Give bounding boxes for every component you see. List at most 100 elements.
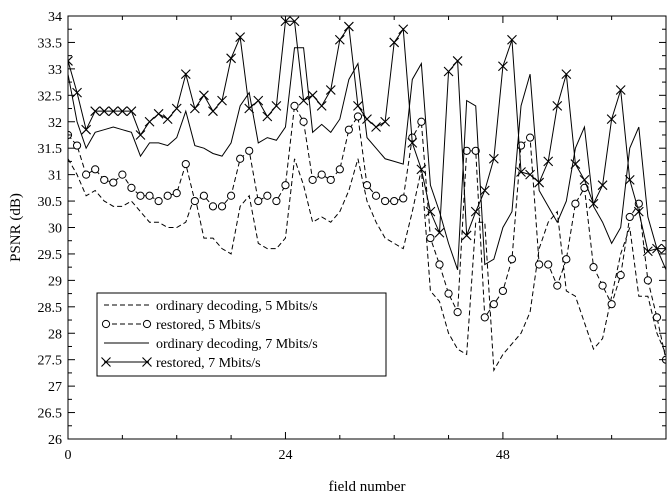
data-point-circle (308, 175, 317, 185)
data-point-x (81, 124, 92, 135)
x-tick-label: 48 (496, 448, 510, 463)
data-point-x (507, 34, 517, 45)
data-point-circle (245, 146, 254, 155)
data-point-x (289, 16, 300, 27)
data-point-circle (625, 212, 634, 222)
y-tick-label: 28.5 (38, 301, 63, 316)
data-point-x (552, 100, 563, 111)
data-point-circle (226, 191, 236, 200)
data-point-circle (353, 112, 363, 121)
data-point-circle (480, 313, 489, 322)
data-point-x (479, 185, 490, 196)
data-point-circle (344, 125, 353, 134)
data-point-circle (507, 255, 517, 264)
data-point-x (561, 69, 572, 80)
data-point-circle (326, 175, 335, 185)
data-point-x (226, 53, 236, 64)
data-point-x (99, 106, 110, 117)
data-point-x (543, 156, 554, 167)
data-point-x (298, 95, 309, 106)
data-point-circle (263, 191, 272, 200)
data-point-circle (399, 194, 408, 203)
data-point-circle (172, 189, 181, 198)
y-tick-label: 33.5 (38, 36, 63, 51)
data-point-x (90, 106, 101, 117)
data-point-x (425, 206, 436, 217)
data-point-circle (281, 181, 290, 190)
y-tick-label: 29 (48, 274, 62, 289)
y-axis-label: PSNR (dB) (8, 193, 24, 262)
y-tick-label: 27 (48, 380, 62, 395)
data-point-circle (236, 154, 245, 163)
data-point-circle (181, 159, 190, 169)
data-point-circle (535, 260, 544, 269)
data-point-circle (462, 146, 471, 155)
x-tick-label: 24 (278, 448, 292, 463)
data-point-circle (453, 308, 462, 317)
data-point-circle (254, 196, 263, 206)
data-point-x (389, 37, 400, 48)
data-point-x (208, 106, 218, 117)
data-point-x (153, 108, 164, 119)
data-point-x (271, 100, 282, 111)
data-point-circle (489, 300, 498, 309)
data-point-x (534, 177, 545, 188)
data-point-circle (163, 191, 172, 200)
data-point-x (253, 95, 264, 106)
y-tick-label: 34 (48, 10, 62, 25)
legend: ordinary decoding, 5 Mbits/s restored, 5 … (96, 292, 387, 377)
data-point-x (244, 103, 255, 114)
x-axis-label: field number (328, 479, 405, 495)
data-point-circle (190, 196, 199, 206)
data-point-circle (525, 133, 535, 142)
data-point-x (171, 103, 182, 114)
legend-marker (101, 357, 111, 367)
data-point-circle (471, 146, 480, 155)
y-tick-label: 32 (48, 116, 62, 131)
y-tick-label: 30 (48, 222, 62, 237)
data-point-circle (199, 191, 209, 200)
data-point-circle (272, 196, 281, 206)
data-point-circle (208, 202, 218, 211)
data-point-circle (562, 255, 571, 264)
data-point-x (126, 106, 137, 117)
plot-area (68, 16, 666, 372)
data-point-x (498, 61, 508, 72)
legend-marker (101, 319, 111, 329)
y-tick-label: 28 (48, 327, 62, 342)
data-point-x (307, 90, 318, 101)
data-point-x (470, 206, 481, 217)
data-point-x (597, 180, 608, 191)
data-point-x (343, 21, 354, 32)
legend-item: restored, 7 Mbits/s (101, 356, 261, 371)
data-point-x (325, 85, 336, 95)
data-point-x (189, 103, 200, 114)
data-point-x (434, 227, 445, 238)
data-point-x (407, 138, 418, 148)
data-point-circle (616, 270, 625, 280)
data-point-circle (317, 170, 326, 179)
data-point-circle (381, 196, 390, 206)
y-tick-label: 26.5 (38, 407, 63, 422)
data-point-x (180, 69, 191, 80)
data-point-x (380, 116, 391, 127)
data-point-circle (154, 196, 163, 206)
data-point-circle (371, 191, 381, 200)
data-point-x (452, 56, 463, 66)
legend-item: ordinary decoding, 7 Mbits/s (104, 337, 318, 352)
data-point-circle (109, 178, 118, 187)
legend-marker (142, 357, 152, 367)
data-point-x (624, 175, 635, 185)
series-line (68, 158, 666, 372)
data-point-circle (435, 260, 444, 269)
data-point-x (334, 34, 345, 45)
data-point-x (135, 130, 146, 140)
data-point-circle (417, 117, 426, 126)
axes: 26 26.5 27 27.5 28 28.5 29 29.5 30 30.5 31 31.5 32 32… (38, 10, 667, 463)
data-point-circle (335, 165, 344, 174)
data-point-x (633, 206, 644, 217)
data-point-x (262, 111, 273, 122)
data-point-x (642, 246, 653, 257)
data-point-circle (136, 191, 145, 200)
